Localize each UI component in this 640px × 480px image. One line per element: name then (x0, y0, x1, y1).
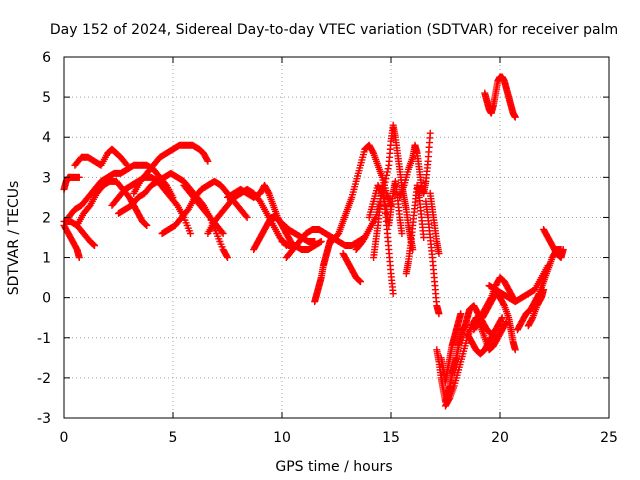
data-point (224, 254, 231, 262)
data-point (204, 157, 212, 165)
chart-title: Day 152 of 2024, Sidereal Day-to-day VTE… (50, 22, 618, 38)
series-arc-25 (422, 197, 443, 318)
x-tick-label: 0 (60, 430, 69, 446)
data-point (91, 242, 99, 250)
series-arc-28 (437, 310, 465, 386)
data-point (143, 221, 151, 229)
series-arc-30 (463, 314, 506, 358)
data-point (369, 148, 377, 156)
data-point (559, 246, 567, 254)
data-point (498, 314, 506, 322)
y-tick-label: 0 (42, 291, 51, 307)
axis-ticks: 0 5 10 15 20 25 -3 -2 -1 0 1 2 3 4 5 6 (37, 50, 618, 446)
data-point (243, 213, 251, 221)
y-tick-label: 6 (42, 50, 51, 66)
x-axis-title: GPS time / hours (275, 459, 392, 475)
data-point (317, 238, 325, 246)
series-arc-1 (60, 221, 83, 262)
data-point (122, 160, 130, 168)
series-arc-22 (370, 181, 397, 298)
series-arc-9 (130, 141, 212, 197)
data-point (383, 168, 391, 176)
series-arc-14 (250, 213, 319, 254)
x-tick-label: 20 (491, 430, 509, 446)
y-tick-label: 4 (42, 130, 51, 146)
series-arc-23 (396, 129, 434, 201)
data-point (389, 290, 397, 298)
y-tick-label: 5 (42, 90, 51, 106)
series-arc-29 (442, 314, 511, 410)
data-point (242, 212, 250, 220)
series-arc-26 (426, 189, 443, 258)
data-point (435, 310, 443, 318)
data-point (75, 254, 83, 262)
y-tick-label: -3 (37, 411, 51, 427)
data-point (219, 229, 227, 237)
y-tick-label: 2 (42, 210, 51, 226)
data-point (384, 165, 392, 173)
series-arc-17 (311, 234, 336, 306)
series-arc-37 (481, 73, 519, 121)
data-point (435, 250, 443, 258)
x-tick-label: 25 (600, 430, 618, 446)
data-point (223, 252, 231, 260)
y-axis-title: SDTVAR / TECUs (6, 181, 22, 296)
data-point (500, 300, 508, 308)
data-points (60, 73, 567, 410)
x-tick-label: 10 (273, 430, 291, 446)
data-point (457, 310, 465, 318)
data-point (383, 171, 391, 179)
data-point (218, 228, 226, 236)
data-point (445, 395, 453, 403)
data-point (511, 346, 519, 354)
data-point (264, 188, 272, 196)
series-arc-35 (524, 286, 548, 330)
data-point (203, 156, 211, 164)
data-point (540, 286, 548, 294)
x-tick-label: 15 (382, 430, 400, 446)
data-point (356, 278, 364, 286)
data-point (186, 229, 194, 237)
series-arc-33 (485, 262, 552, 306)
y-tick-label: -1 (37, 331, 51, 347)
series-arc-13 (224, 181, 295, 246)
x-tick-label: 5 (169, 430, 178, 446)
series-arc-19 (339, 250, 364, 286)
y-tick-label: 1 (42, 251, 51, 267)
data-point (497, 315, 505, 323)
grid (64, 57, 609, 418)
data-point (528, 315, 536, 323)
series-arc-24 (402, 181, 428, 278)
data-point (426, 129, 434, 137)
y-tick-label: 3 (42, 170, 51, 186)
series-arc-4 (71, 145, 131, 169)
y-tick-label: -2 (37, 371, 51, 387)
data-point (382, 175, 390, 183)
data-point (420, 234, 428, 241)
plot-frame (63, 56, 610, 419)
data-point (511, 113, 519, 121)
series-arc-36 (540, 225, 567, 262)
data-point (75, 173, 83, 181)
data-point (398, 229, 406, 237)
series-arc-34 (513, 246, 565, 334)
